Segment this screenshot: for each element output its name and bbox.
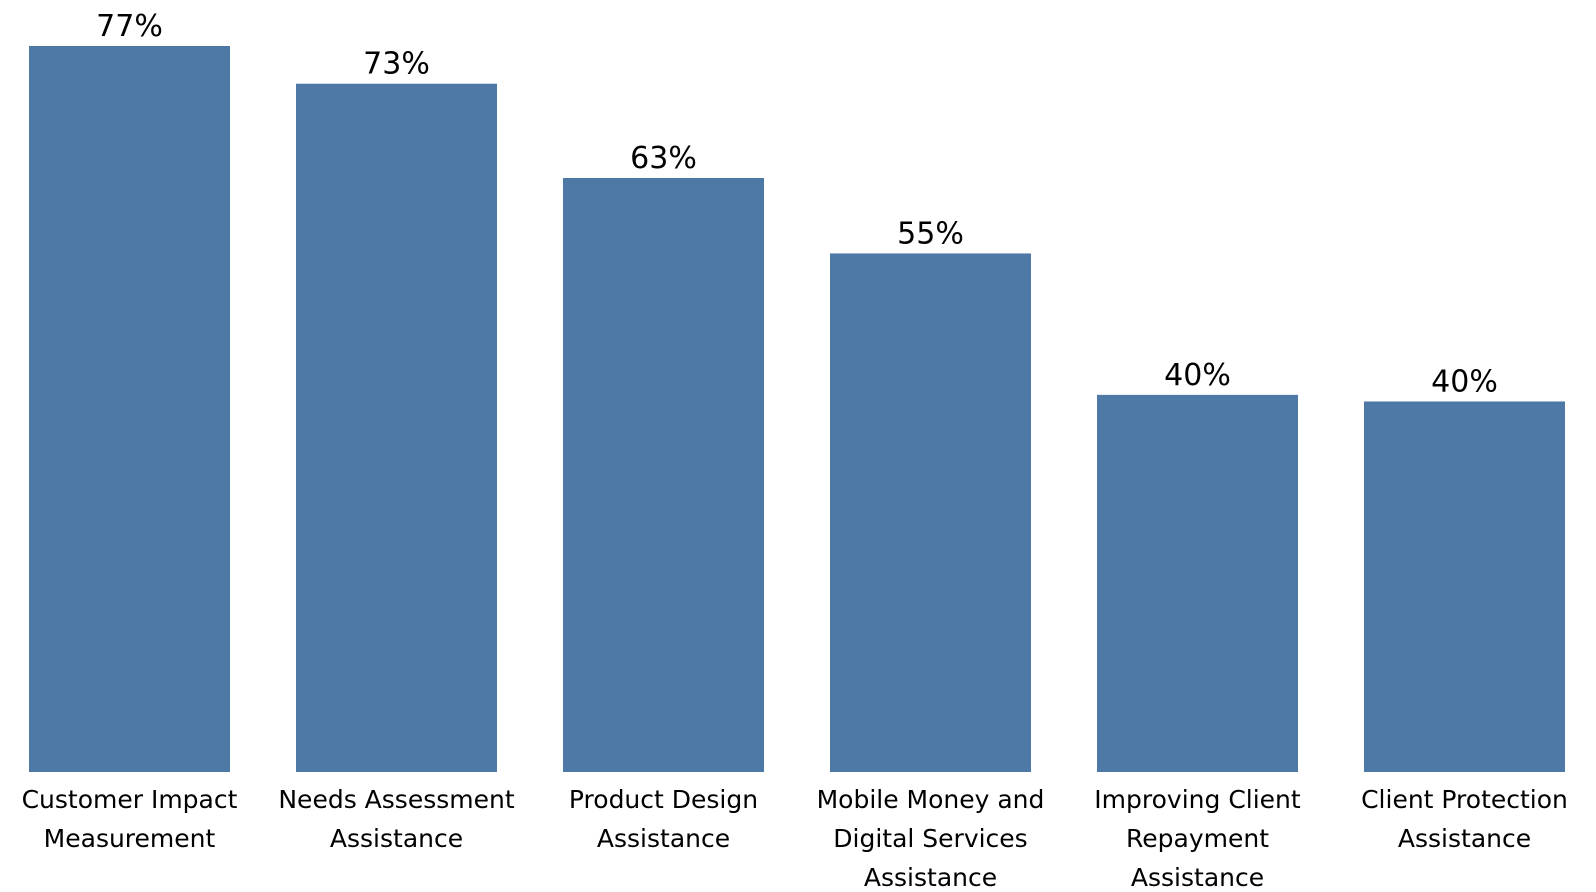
category-label-line: Client Protection: [1361, 785, 1568, 814]
category-label-line: Assistance: [1398, 824, 1531, 853]
category-label: Improving Client Repayment Assistance: [1094, 785, 1301, 892]
data-labels-layer: 77% 73% 63% 55% 40% 40%: [96, 9, 1498, 399]
bar: [296, 83, 497, 772]
category-label-line: Repayment: [1126, 824, 1269, 853]
data-label: 73%: [363, 47, 430, 82]
data-label: 40%: [1431, 364, 1498, 399]
category-label-line: Digital Services: [833, 824, 1027, 853]
category-label: Mobile Money and Digital Services Assistan…: [817, 785, 1045, 892]
data-label: 55%: [897, 216, 964, 251]
bars-layer: [29, 46, 1565, 772]
category-label-line: Assistance: [1131, 863, 1264, 892]
data-label: 77%: [96, 9, 163, 44]
data-label: 40%: [1164, 358, 1231, 393]
category-label-line: Needs Assessment: [278, 785, 514, 814]
category-label: Product Design Assistance: [569, 785, 758, 853]
category-label-line: Assistance: [864, 863, 997, 892]
category-label-line: Improving Client: [1094, 785, 1301, 814]
category-label: Client Protection Assistance: [1361, 785, 1568, 853]
bar: [830, 253, 1031, 772]
category-label-line: Assistance: [330, 824, 463, 853]
category-label-line: Measurement: [44, 824, 216, 853]
bar: [29, 46, 230, 772]
category-label-line: Product Design: [569, 785, 758, 814]
data-label: 63%: [630, 141, 697, 176]
category-label: Needs Assessment Assistance: [278, 785, 514, 853]
category-label-line: Customer Impact: [22, 785, 238, 814]
category-label-line: Mobile Money and: [817, 785, 1045, 814]
category-label: Customer Impact Measurement: [22, 785, 238, 853]
bar: [1364, 401, 1565, 772]
bar: [1097, 394, 1298, 772]
bar: [563, 178, 764, 772]
category-labels-layer: Customer Impact Measurement Needs Assessme…: [22, 785, 1568, 892]
category-label-line: Assistance: [597, 824, 730, 853]
